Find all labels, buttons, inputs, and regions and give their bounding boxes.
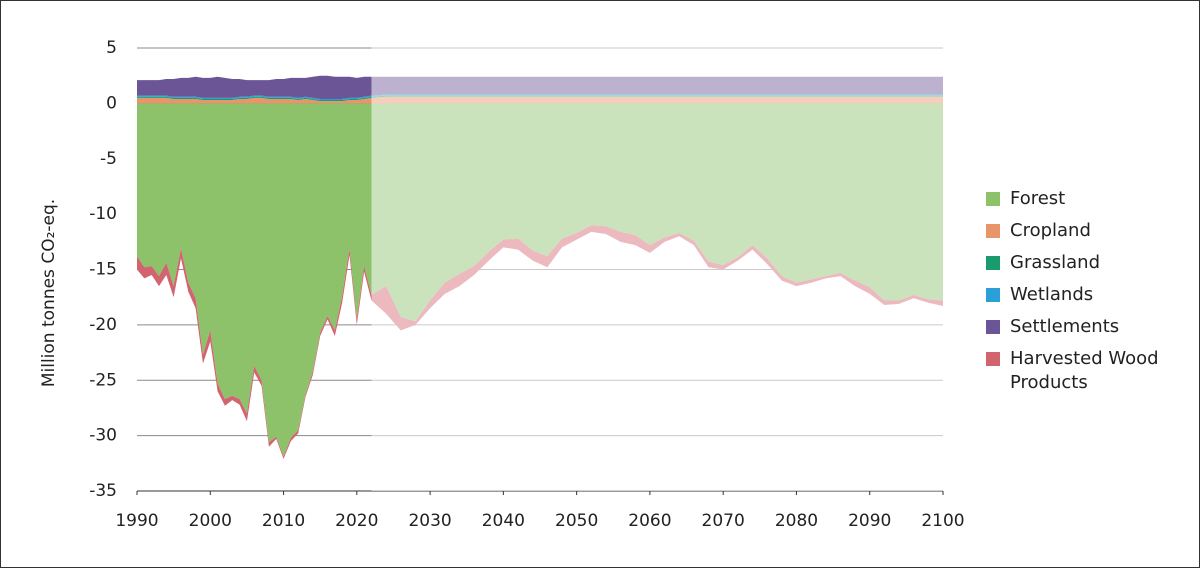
y-tick-label: -20 xyxy=(89,315,117,335)
legend-label: Harvested Wood Products xyxy=(1010,348,1159,393)
legend: Forest Cropland Grassland Wetlands Settlemen… xyxy=(986,187,1186,403)
x-tick-label: 2020 xyxy=(335,511,378,531)
projection-overlay xyxy=(371,43,943,491)
x-tick-label: 2000 xyxy=(189,511,232,531)
x-tick-label: 1990 xyxy=(115,511,158,531)
y-tick-label: -25 xyxy=(89,370,117,390)
legend-label: Forest xyxy=(1010,188,1066,209)
y-tick-label: -35 xyxy=(89,481,117,501)
x-tick-label: 2100 xyxy=(921,511,964,531)
x-tick-label: 2040 xyxy=(482,511,525,531)
legend-item: Wetlands xyxy=(986,283,1186,307)
legend-label: Settlements xyxy=(1010,316,1120,337)
legend-swatch xyxy=(986,224,1000,238)
legend-swatch xyxy=(986,192,1000,206)
legend-item: Cropland xyxy=(986,219,1186,243)
legend-label: Grassland xyxy=(1010,252,1100,273)
y-tick-label: -5 xyxy=(100,149,117,169)
x-tick-label: 2060 xyxy=(628,511,671,531)
y-tick-label: -15 xyxy=(89,260,117,280)
legend-swatch xyxy=(986,320,1000,334)
x-tick-label: 2070 xyxy=(702,511,745,531)
y-tick-label: -10 xyxy=(89,204,117,224)
x-tick-label: 2080 xyxy=(775,511,818,531)
legend-label: Cropland xyxy=(1010,220,1091,241)
legend-swatch xyxy=(986,256,1000,270)
y-tick-label: -30 xyxy=(89,426,117,446)
x-tick-label: 2050 xyxy=(555,511,598,531)
y-tick-label: 5 xyxy=(106,38,117,58)
y-tick-label: 0 xyxy=(106,93,117,113)
legend-item: Settlements xyxy=(986,315,1186,339)
legend-item: Forest xyxy=(986,187,1186,211)
x-tick-label: 2090 xyxy=(848,511,891,531)
legend-item: Grassland xyxy=(986,251,1186,275)
legend-swatch xyxy=(986,352,1000,366)
legend-item: Harvested Wood Products xyxy=(986,347,1186,395)
legend-swatch xyxy=(986,288,1000,302)
legend-label: Wetlands xyxy=(1010,284,1094,305)
y-axis-label: Million tonnes CO₂-eq. xyxy=(39,199,59,387)
x-tick-label: 2010 xyxy=(262,511,305,531)
x-tick-label: 2030 xyxy=(408,511,451,531)
